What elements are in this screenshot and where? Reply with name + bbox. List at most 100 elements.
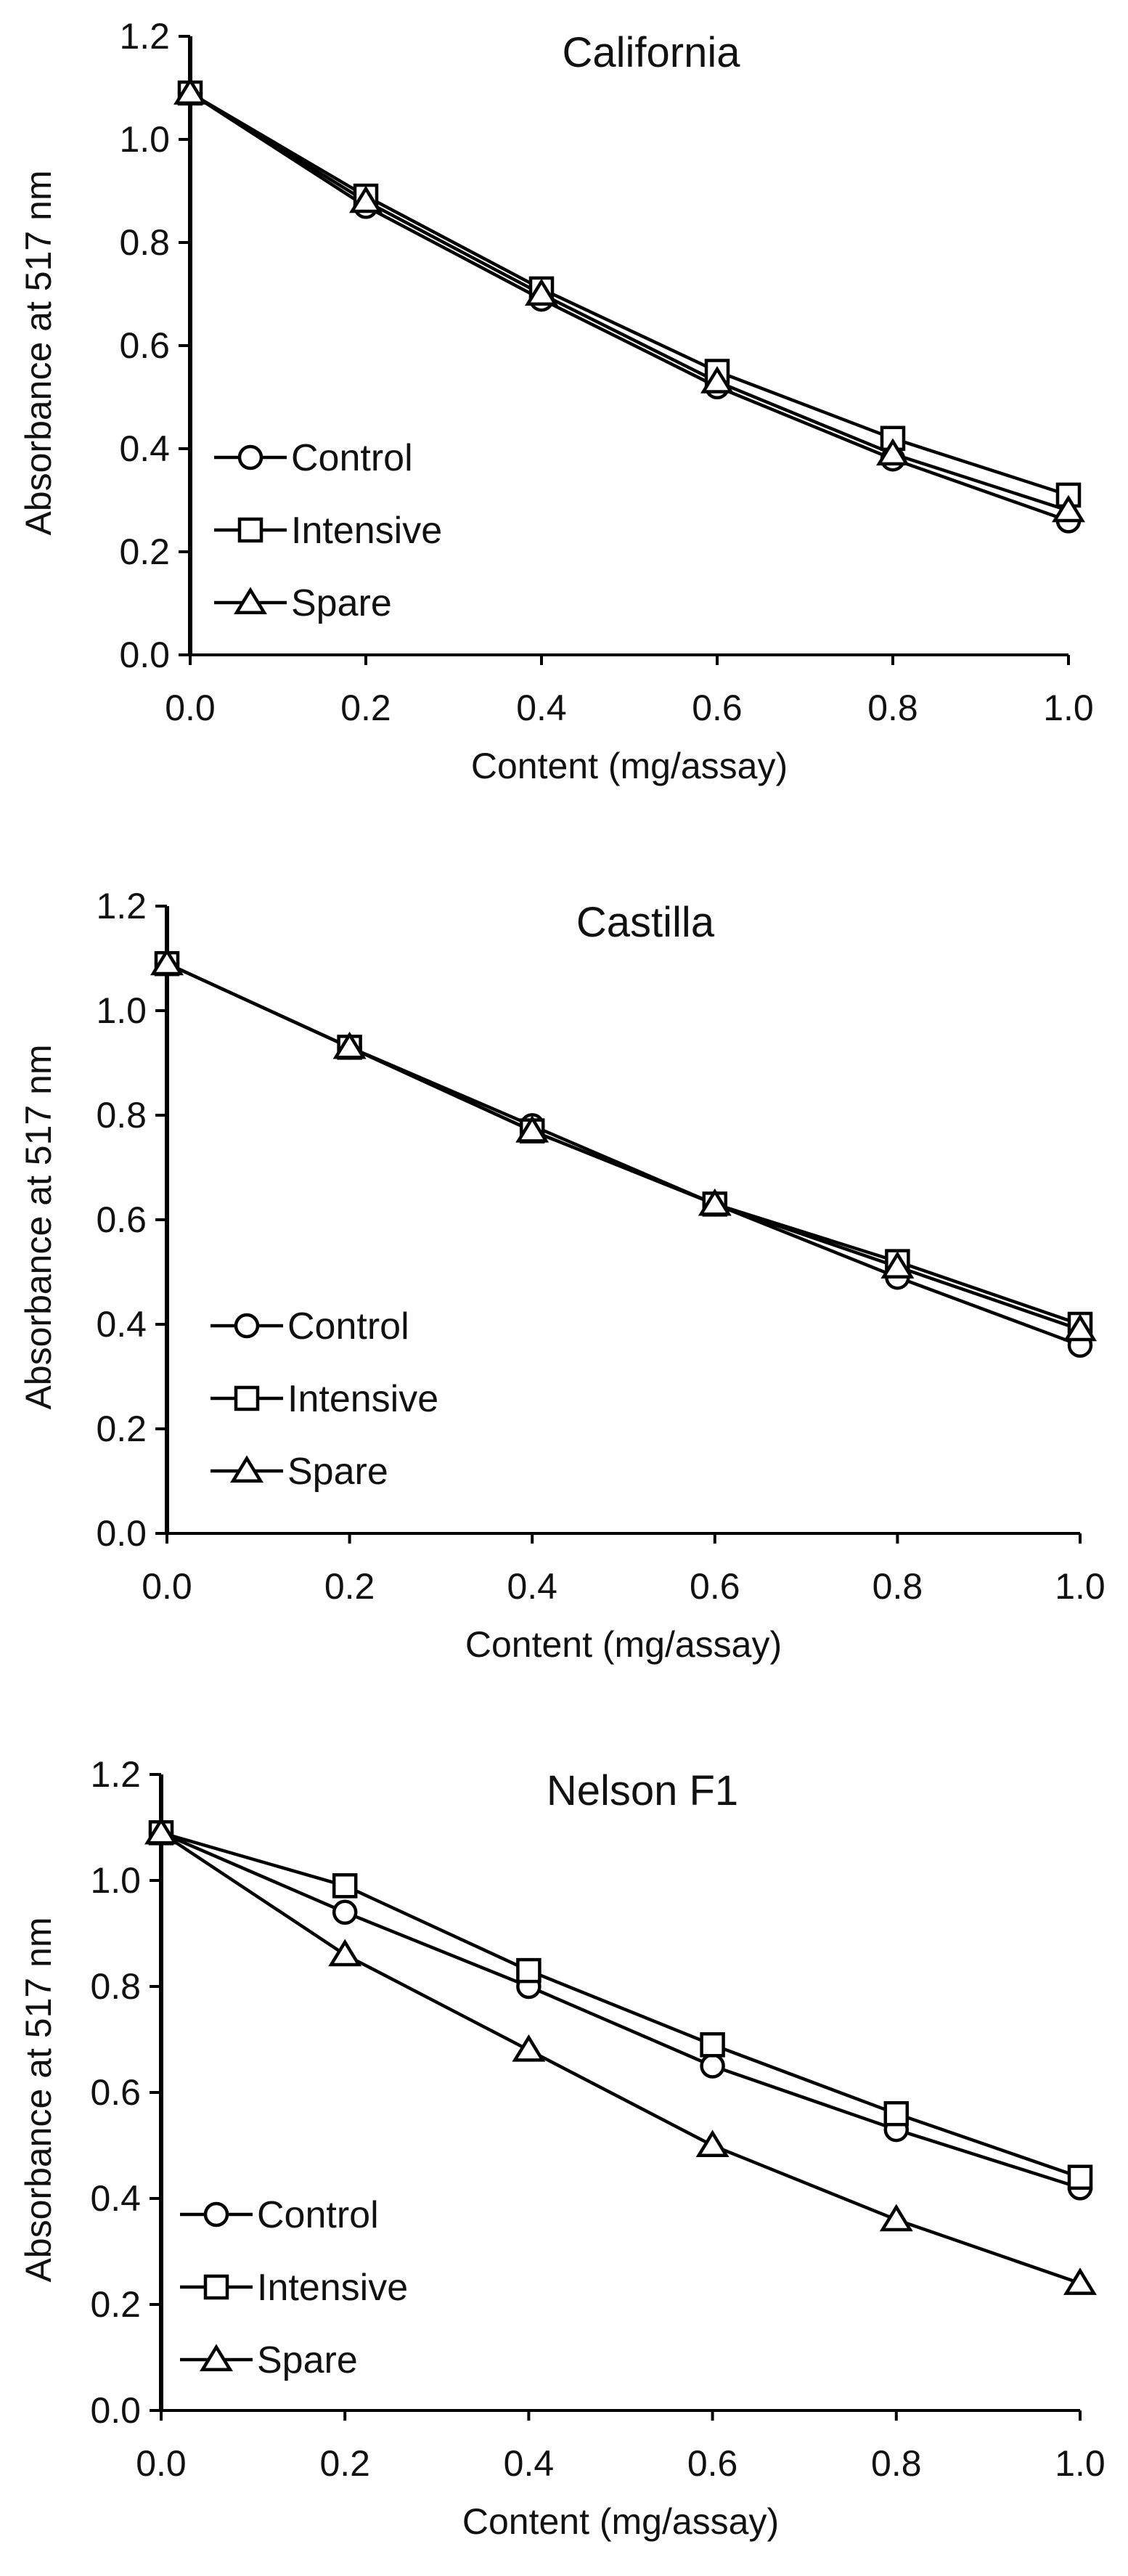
x-tick-label: 0.6 <box>690 1566 740 1607</box>
legend-label: Control <box>291 437 413 479</box>
y-tick-label: 1.0 <box>90 1860 141 1901</box>
series-line-control <box>189 91 1069 523</box>
y-axis-label: Absorbance at 517 nm <box>18 1044 59 1409</box>
series-line-intensive <box>166 962 1081 1326</box>
y-tick-label: 0.4 <box>119 428 170 469</box>
data-point-spare <box>515 1115 549 1143</box>
x-tick-label: 0.8 <box>867 688 918 728</box>
data-point-spare <box>1063 1313 1097 1342</box>
data-point-spare <box>879 2204 913 2232</box>
legend-label: Intensive <box>257 2267 408 2309</box>
series-line-spare <box>189 91 1069 513</box>
y-tick-label: 0.8 <box>119 222 170 263</box>
chart-title: California <box>563 29 741 76</box>
legend-marker-intensive <box>237 517 263 543</box>
series-line-spare <box>166 962 1081 1332</box>
legend-marker-control <box>237 444 263 470</box>
x-tick-label: 0.0 <box>136 2443 187 2484</box>
y-tick-label: 1.2 <box>119 16 170 57</box>
x-tick-label: 0.6 <box>687 2443 738 2484</box>
x-tick-label: 0.2 <box>324 1566 375 1607</box>
y-tick-label: 0.2 <box>90 2284 141 2325</box>
legend-marker-spare <box>234 587 267 615</box>
data-point-spare <box>349 185 383 213</box>
x-tick-label: 0.8 <box>871 2443 922 2484</box>
data-point-intensive <box>700 2032 725 2058</box>
y-tick-label: 0.6 <box>90 2072 141 2113</box>
legend-marker-control <box>203 2201 229 2227</box>
legend-marker-spare <box>200 2344 233 2372</box>
legend-label: Control <box>287 1305 409 1348</box>
data-point-spare <box>144 1817 178 1845</box>
data-point-intensive <box>1067 2164 1093 2190</box>
legend-marker-spare <box>230 1455 263 1483</box>
data-point-intensive <box>332 1873 358 1899</box>
x-tick-label: 0.0 <box>142 1566 192 1607</box>
series-line-control <box>166 962 1081 1347</box>
x-tick-label: 0.8 <box>872 1566 923 1607</box>
legend-marker-intensive <box>234 1385 260 1411</box>
x-tick-label: 0.6 <box>692 688 743 728</box>
x-axis-label: Content (mg/assay) <box>462 2501 779 2542</box>
x-tick-label: 1.0 <box>1055 2443 1105 2484</box>
legend-label: Spare <box>287 1451 388 1493</box>
series-line-intensive <box>189 91 1069 497</box>
chart-panel-2: 0.0 0.2 0.4 0.6 0.8 1.0 1.2 0.0 0.2 0.4 0.6 0.8 1.0 C… <box>18 886 1105 1665</box>
data-point-spare <box>525 278 558 306</box>
data-point-intensive <box>883 2100 910 2127</box>
y-tick-label: 0.2 <box>96 1409 147 1449</box>
y-tick-label: 0.6 <box>119 325 170 366</box>
y-tick-label: 0.4 <box>96 1304 147 1345</box>
data-point-spare <box>512 2034 546 2062</box>
y-tick-label: 0.4 <box>90 2178 141 2219</box>
data-point-control <box>332 1899 358 1925</box>
y-tick-label: 0.6 <box>96 1199 147 1240</box>
x-axis-label: Content (mg/assay) <box>471 746 788 786</box>
y-axis-label: Absorbance at 517 nm <box>18 1917 59 2282</box>
x-tick-label: 0.0 <box>165 688 216 728</box>
x-tick-label: 1.0 <box>1055 1566 1105 1607</box>
y-tick-label: 0.0 <box>90 2390 141 2431</box>
y-tick-label: 1.0 <box>96 990 147 1031</box>
chart-title: Nelson F1 <box>547 1767 738 1814</box>
legend-marker-control <box>234 1313 260 1339</box>
x-tick-label: 0.2 <box>340 688 391 728</box>
chart-title: Castilla <box>576 899 715 946</box>
x-tick-label: 0.4 <box>504 2443 555 2484</box>
y-tick-label: 0.0 <box>119 635 170 675</box>
legend: Control Intensive Spare <box>214 437 442 624</box>
data-point-intensive <box>516 1957 541 1984</box>
data-point-spare <box>328 1939 362 1967</box>
y-tick-label: 0.0 <box>96 1513 147 1554</box>
y-tick-label: 1.2 <box>90 1754 141 1795</box>
y-tick-label: 0.8 <box>96 1095 147 1136</box>
legend-label: Control <box>257 2194 379 2236</box>
x-axis-label: Content (mg/assay) <box>465 1624 782 1665</box>
data-point-spare <box>1063 2267 1097 2295</box>
chart-panel-1: 0.0 0.2 0.4 0.6 0.8 1.0 1.2 0.0 0.2 0.4 0.6 0.8 1.0 C… <box>18 16 1094 786</box>
x-tick-label: 0.4 <box>507 1566 557 1607</box>
y-tick-label: 1.0 <box>119 119 170 160</box>
data-point-control <box>700 2053 725 2079</box>
legend-label: Intensive <box>291 510 442 552</box>
legend-label: Intensive <box>287 1378 438 1420</box>
data-point-spare <box>150 947 184 976</box>
legend-label: Spare <box>291 582 392 624</box>
x-tick-label: 1.0 <box>1043 688 1094 728</box>
chart-panel-3: 0.0 0.2 0.4 0.6 0.8 1.0 1.2 0.0 0.2 0.4 0.6 0.8 1.0 C… <box>18 1754 1105 2542</box>
y-tick-label: 0.8 <box>90 1966 141 2007</box>
series-line-control <box>160 1831 1081 2190</box>
legend: Control Intensive Spare <box>211 1305 438 1493</box>
data-point-spare <box>880 1251 915 1279</box>
data-point-spare <box>698 1188 732 1216</box>
data-point-spare <box>173 77 207 105</box>
series-line-spare <box>160 1831 1081 2285</box>
data-point-spare <box>695 2129 729 2158</box>
y-axis-label: Absorbance at 517 nm <box>18 170 59 535</box>
legend-marker-intensive <box>203 2274 229 2300</box>
data-point-spare <box>700 366 734 394</box>
y-tick-label: 1.2 <box>96 886 147 926</box>
legend-label: Spare <box>257 2339 358 2381</box>
x-tick-label: 0.4 <box>516 688 567 728</box>
